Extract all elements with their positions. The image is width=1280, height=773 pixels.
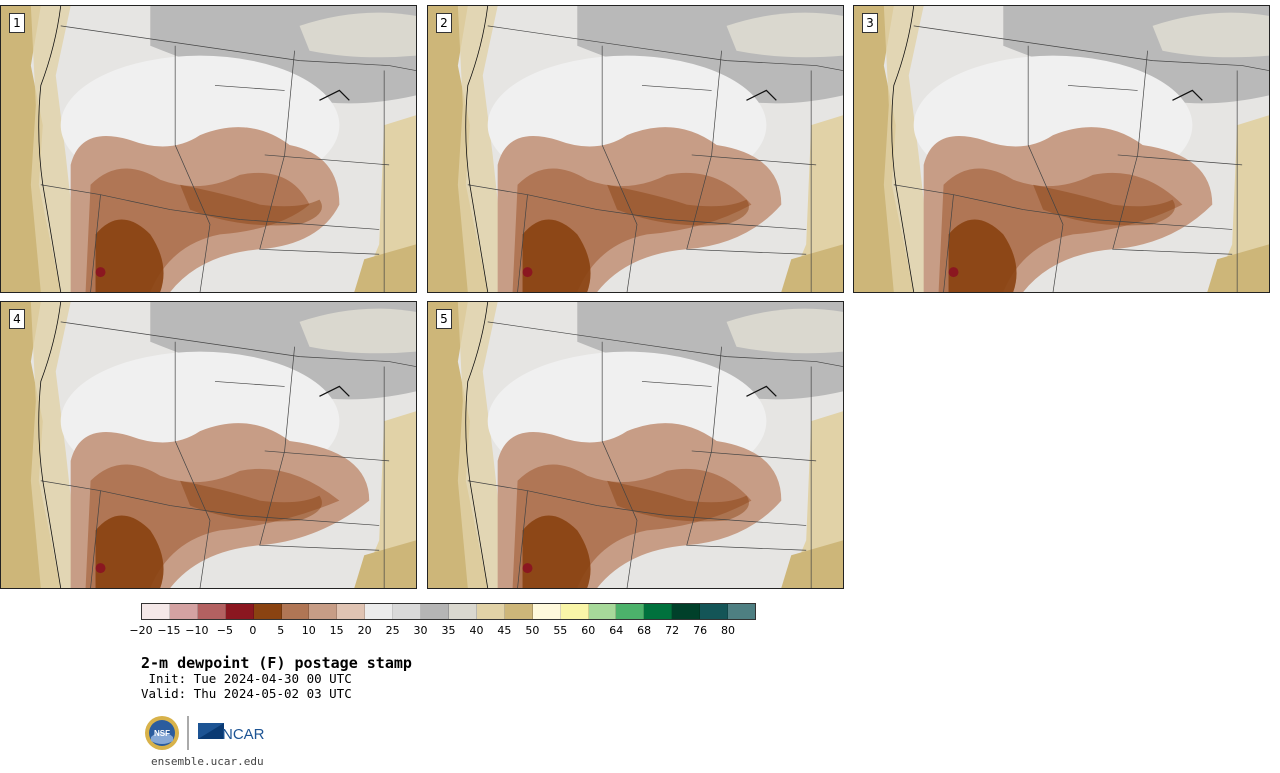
colorbar-swatch bbox=[644, 604, 673, 619]
colorbar-swatch bbox=[365, 604, 394, 619]
init-time: Init: Tue 2024-04-30 00 UTC bbox=[141, 671, 352, 686]
colorbar-swatch bbox=[616, 604, 645, 619]
nsf-ncar-logo: NSF NCAR bbox=[145, 716, 265, 750]
colorbar-ticks: −20 −15 −10 −5 0 5 10 15 20 25 30 35 40 45 50 55 60 64 68 7… bbox=[129, 624, 756, 638]
member-label: 1 bbox=[9, 13, 25, 33]
dewpoint-map bbox=[428, 6, 843, 292]
dewpoint-map bbox=[854, 6, 1269, 292]
colorbar-tick-label: 76 bbox=[693, 624, 708, 637]
map-panel-4: 4 bbox=[0, 301, 417, 589]
colorbar-tick-label: 80 bbox=[721, 624, 736, 637]
colorbar-swatch bbox=[309, 604, 338, 619]
colorbar-tick-label: 60 bbox=[581, 624, 596, 637]
map-panel-2: 2 bbox=[427, 5, 844, 293]
colorbar-tick-label: 5 bbox=[277, 624, 285, 637]
dewpoint-map bbox=[1, 302, 416, 588]
colorbar-swatch bbox=[225, 604, 254, 619]
colorbar-tick-label: 25 bbox=[385, 624, 400, 637]
map-panel-5: 5 bbox=[427, 301, 844, 589]
colorbar-tick-label: −20 bbox=[129, 624, 153, 637]
colorbar-swatch bbox=[169, 604, 198, 619]
site-url: ensemble.ucar.edu bbox=[151, 755, 264, 768]
colorbar-swatch bbox=[504, 604, 533, 619]
colorbar-swatch bbox=[253, 604, 282, 619]
dewpoint-map bbox=[1, 6, 416, 292]
colorbar-tick-label: 15 bbox=[329, 624, 344, 637]
colorbar-tick-label: 20 bbox=[357, 624, 372, 637]
colorbar-swatch bbox=[393, 604, 422, 619]
ncar-text: NCAR bbox=[222, 726, 265, 743]
colorbar-swatch bbox=[337, 604, 366, 619]
colorbar-tick-label: −10 bbox=[185, 624, 209, 637]
colorbar-swatch bbox=[672, 604, 701, 619]
map-panel-1: 1 bbox=[0, 5, 417, 293]
colorbar-tick-label: −15 bbox=[157, 624, 181, 637]
map-panel-3: 3 bbox=[853, 5, 1270, 293]
colorbar-swatch bbox=[588, 604, 617, 619]
figure-title: 2-m dewpoint (F) postage stamp bbox=[141, 654, 412, 672]
colorbar-tick-label: 40 bbox=[469, 624, 484, 637]
dewpoint-map bbox=[428, 302, 843, 588]
colorbar-tick-label: 0 bbox=[249, 624, 257, 637]
member-label: 5 bbox=[436, 309, 452, 329]
colorbar-tick-label: 50 bbox=[525, 624, 540, 637]
colorbar-tick-label: 68 bbox=[637, 624, 652, 637]
colorbar-tick-label: 64 bbox=[609, 624, 624, 637]
colorbar-tick-label: 35 bbox=[441, 624, 456, 637]
member-label: 4 bbox=[9, 309, 25, 329]
colorbar-swatch bbox=[700, 604, 729, 619]
member-label: 2 bbox=[436, 13, 452, 33]
colorbar-tick-label: −5 bbox=[216, 624, 233, 637]
colorbar-tick-label: 45 bbox=[497, 624, 512, 637]
colorbar-swatch bbox=[476, 604, 505, 619]
colorbar-swatch bbox=[142, 604, 170, 619]
valid-time: Valid: Thu 2024-05-02 03 UTC bbox=[141, 686, 352, 701]
colorbar bbox=[141, 603, 756, 620]
colorbar-swatch bbox=[197, 604, 226, 619]
colorbar-swatch bbox=[560, 604, 589, 619]
colorbar-tick-label: 30 bbox=[413, 624, 428, 637]
member-label: 3 bbox=[862, 13, 878, 33]
nsf-text: NSF bbox=[154, 729, 170, 738]
colorbar-tick-label: 72 bbox=[665, 624, 680, 637]
colorbar-swatch bbox=[281, 604, 310, 619]
colorbar-swatch bbox=[532, 604, 561, 619]
colorbar-swatch bbox=[448, 604, 477, 619]
colorbar-swatch bbox=[421, 604, 449, 619]
colorbar-tick-label: 10 bbox=[301, 624, 316, 637]
colorbar-swatch bbox=[728, 604, 755, 619]
colorbar-tick-label: 55 bbox=[553, 624, 568, 637]
